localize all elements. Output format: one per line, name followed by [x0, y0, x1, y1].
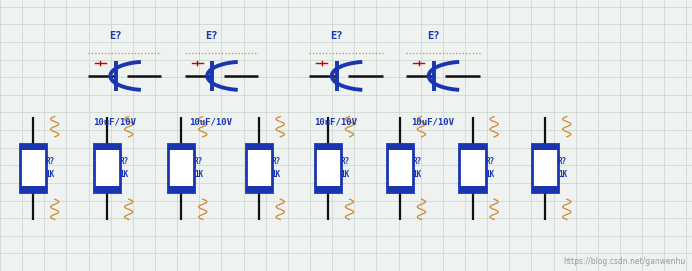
Bar — [246, 144, 272, 150]
Text: E?: E? — [206, 31, 218, 41]
Text: https://blog.csdn.net/ganwenhu: https://blog.csdn.net/ganwenhu — [563, 257, 685, 266]
Text: 10uF/10V: 10uF/10V — [93, 118, 136, 127]
Text: 1K: 1K — [340, 170, 349, 179]
Bar — [459, 144, 486, 192]
Text: 1K: 1K — [412, 170, 421, 179]
Bar — [94, 144, 120, 192]
Text: R?: R? — [194, 157, 203, 166]
Text: R?: R? — [271, 157, 280, 166]
Text: 10uF/10V: 10uF/10V — [314, 118, 357, 127]
Text: R?: R? — [46, 157, 55, 166]
Bar — [20, 186, 46, 192]
Bar — [94, 186, 120, 192]
Bar — [315, 144, 341, 150]
Bar — [168, 186, 194, 192]
Bar — [532, 144, 558, 150]
Bar — [20, 144, 46, 150]
Text: 1K: 1K — [558, 170, 567, 179]
Text: E?: E? — [109, 31, 121, 41]
Text: 10uF/10V: 10uF/10V — [411, 118, 454, 127]
Text: 1K: 1K — [271, 170, 280, 179]
Text: R?: R? — [120, 157, 129, 166]
Bar — [532, 186, 558, 192]
Bar — [387, 144, 413, 192]
Bar — [94, 144, 120, 150]
Text: R?: R? — [340, 157, 349, 166]
Text: E?: E? — [427, 31, 439, 41]
Text: R?: R? — [558, 157, 567, 166]
Text: 1K: 1K — [194, 170, 203, 179]
Bar — [168, 144, 194, 150]
Bar — [532, 144, 558, 192]
Bar — [315, 186, 341, 192]
Text: R?: R? — [412, 157, 421, 166]
Bar — [20, 144, 46, 192]
Bar — [315, 144, 341, 192]
Text: 10uF/10V: 10uF/10V — [190, 118, 233, 127]
Text: 1K: 1K — [120, 170, 129, 179]
Bar — [387, 186, 413, 192]
Bar — [168, 144, 194, 192]
Bar — [459, 186, 486, 192]
Text: 1K: 1K — [485, 170, 494, 179]
Bar — [387, 144, 413, 150]
Text: 1K: 1K — [46, 170, 55, 179]
Text: R?: R? — [485, 157, 494, 166]
Bar — [459, 144, 486, 150]
Bar — [246, 186, 272, 192]
Text: E?: E? — [330, 31, 343, 41]
Bar — [246, 144, 272, 192]
